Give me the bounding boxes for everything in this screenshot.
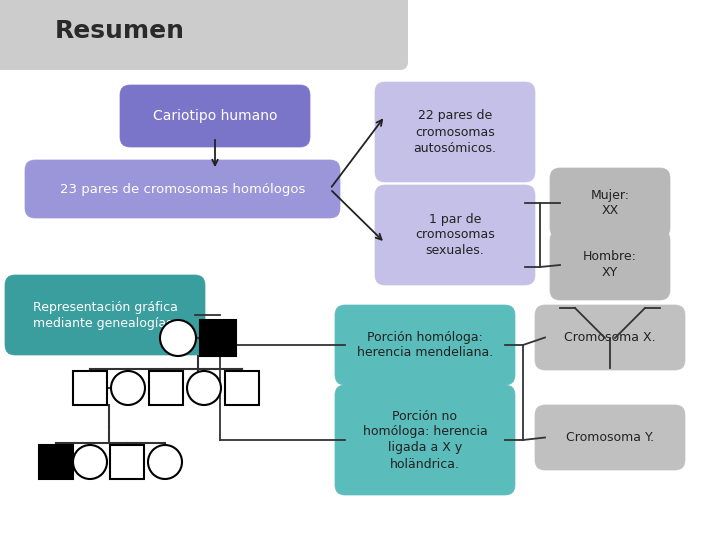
FancyBboxPatch shape: [110, 445, 144, 479]
Text: Porción no
homóloga: herencia
ligada a X y
holändrica.: Porción no homóloga: herencia ligada a X…: [363, 409, 487, 470]
Circle shape: [73, 445, 107, 479]
FancyBboxPatch shape: [200, 320, 236, 356]
Text: Cariotipo humano: Cariotipo humano: [153, 109, 277, 123]
FancyBboxPatch shape: [5, 275, 205, 355]
Text: Hombre:
XY: Hombre: XY: [583, 251, 637, 280]
FancyBboxPatch shape: [73, 371, 107, 405]
Circle shape: [187, 371, 221, 405]
Text: Resumen: Resumen: [55, 19, 185, 43]
FancyBboxPatch shape: [375, 185, 535, 285]
FancyBboxPatch shape: [0, 0, 408, 70]
FancyBboxPatch shape: [120, 85, 310, 147]
Text: Cromosoma X.: Cromosoma X.: [564, 331, 656, 344]
FancyBboxPatch shape: [550, 168, 670, 238]
Text: Mujer:
XX: Mujer: XX: [590, 188, 629, 218]
Circle shape: [148, 445, 182, 479]
FancyBboxPatch shape: [225, 371, 259, 405]
Text: Representación gráfica
mediante genealogías.: Representación gráfica mediante genealog…: [32, 300, 177, 329]
FancyBboxPatch shape: [335, 305, 515, 385]
Circle shape: [160, 320, 196, 356]
Text: 23 pares de cromosomas homólogos: 23 pares de cromosomas homólogos: [60, 183, 305, 195]
FancyBboxPatch shape: [535, 405, 685, 470]
FancyBboxPatch shape: [149, 371, 183, 405]
Text: Porción homóloga:
herencia mendeliana.: Porción homóloga: herencia mendeliana.: [357, 330, 493, 360]
Circle shape: [111, 371, 145, 405]
FancyBboxPatch shape: [25, 160, 340, 218]
Text: 1 par de
cromosomas
sexuales.: 1 par de cromosomas sexuales.: [415, 213, 495, 258]
Text: Cromosoma Y.: Cromosoma Y.: [566, 431, 654, 444]
FancyBboxPatch shape: [39, 445, 73, 479]
FancyBboxPatch shape: [535, 305, 685, 370]
FancyBboxPatch shape: [375, 82, 535, 182]
FancyBboxPatch shape: [335, 385, 515, 495]
Text: 22 pares de
cromosomas
autosómicos.: 22 pares de cromosomas autosómicos.: [413, 110, 497, 154]
FancyBboxPatch shape: [550, 230, 670, 300]
